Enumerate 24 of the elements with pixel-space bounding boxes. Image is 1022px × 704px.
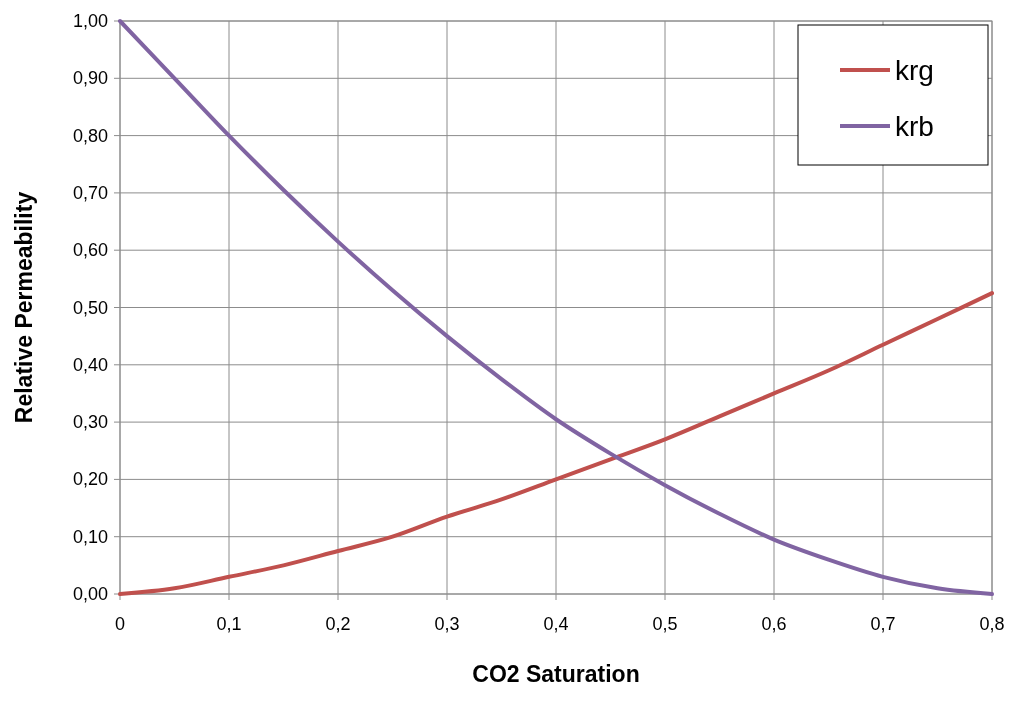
x-tick-label: 0,8: [979, 614, 1005, 634]
x-tick-label: 0,2: [325, 614, 351, 634]
y-tick-label: 0,10: [72, 526, 108, 547]
x-tick-label: 0,5: [652, 614, 678, 634]
x-tick-label: 0,1: [216, 614, 242, 634]
x-axis-title: CO2 Saturation: [472, 661, 640, 687]
x-tick-label: 0: [114, 614, 126, 634]
legend-label: krb: [895, 111, 934, 142]
x-tick-label: 0,7: [870, 614, 896, 634]
x-tick-label: 0,4: [543, 614, 569, 634]
x-tick-label: 0,6: [761, 614, 787, 634]
y-tick-label: 0,80: [72, 125, 108, 146]
y-tick-label: 0,00: [72, 584, 108, 604]
y-axis-title: Relative Permeability: [11, 191, 37, 424]
y-tick-label: 0,70: [72, 182, 108, 203]
y-tick-label: 0,60: [72, 240, 108, 261]
x-tick-label: 0,3: [434, 614, 460, 634]
legend-label: krg: [895, 55, 934, 86]
y-tick-label: 0,20: [72, 469, 108, 490]
y-tick-label: 0,40: [72, 354, 108, 375]
y-tick-label: 0,30: [72, 412, 108, 433]
y-tick-label: 0,50: [72, 297, 108, 318]
y-tick-label: 1,00: [72, 11, 108, 31]
y-tick-label: 0,90: [72, 68, 108, 89]
